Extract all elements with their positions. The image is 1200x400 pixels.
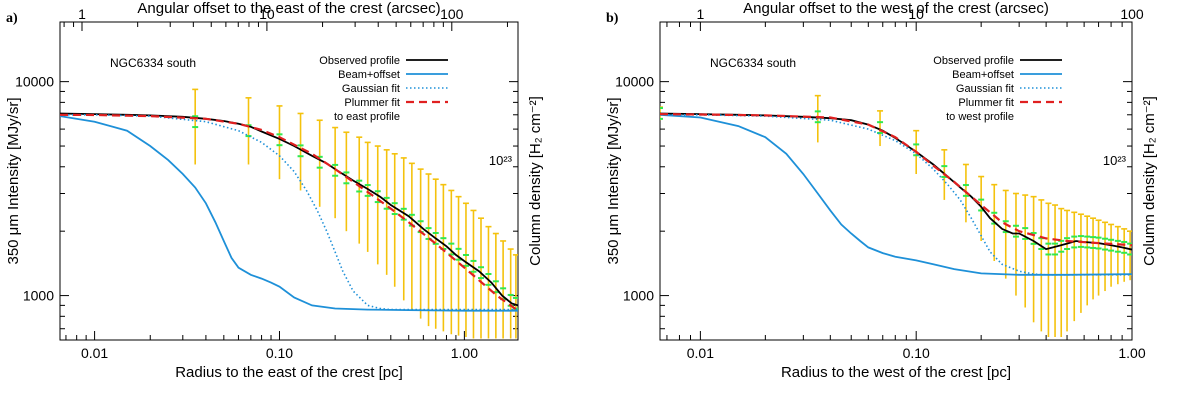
x-axis-label: Radius to the east of the crest [pc] [175,364,403,381]
series-line-gaussian-fit [660,114,1132,276]
x2-tick-label: 10 [908,6,924,22]
x-tick-label: 0.10 [266,345,293,361]
chart-title: NGC6334 south [710,56,796,70]
x2-tick-label: 100 [440,6,464,22]
series-line-observed-profile [60,112,518,307]
legend-entry-label: Gaussian fit [342,83,400,95]
legend-entry-label: Beam+offset [338,69,400,81]
legend-entry-label: Observed profile [319,55,400,67]
series-line-plummer-fit-to-east-profile [60,113,518,312]
x2-axis-label: Angular offset to the east of the crest … [137,0,440,17]
chart-panel-b: b) 0.01 0.10 1.00 1 10 100 1000 10000 10²³ Radius … [605,0,1158,381]
y-axis-label: 350 μm Intensity [MJy/sr] [5,97,22,264]
y2-axis-label: Column density [H₂ cm⁻²] [527,96,544,266]
chart-title: NGC6334 south [110,56,196,70]
x-tick-label: 0.01 [81,345,108,361]
x-tick-label: 0.10 [903,345,930,361]
panel-label: a) [6,11,18,26]
x2-tick-label: 1 [696,6,704,22]
series-line-beam-offset [660,113,1132,276]
y-tick-label: 1000 [623,288,654,304]
legend-entry-label: to east profile [334,111,400,123]
y2-tick-label: 10²³ [1103,153,1127,168]
legend-entry-label: Plummer fit [958,97,1014,109]
plot-area [60,88,518,339]
plot-frame [59,21,519,341]
series-line-plummer-fit-to-west-profile [660,113,1132,247]
plot-area [660,94,1132,338]
y-tick-label: 10000 [15,74,54,90]
legend-entry-label: to west profile [946,111,1014,123]
y-tick-label: 1000 [23,288,54,304]
legend-entry-label: Beam+offset [952,69,1014,81]
y-tick-label: 10000 [615,74,654,90]
x-tick-label: 0.01 [687,345,714,361]
x2-tick-label: 100 [1120,6,1144,22]
panel-label: b) [606,11,619,26]
legend-entry-label: Plummer fit [344,97,400,109]
x2-tick-label: 10 [259,6,275,22]
chart-panel-a: a) 0.01 0.10 1.00 1 10 100 1000 10000 10²³ Radius … [5,0,544,381]
x2-tick-label: 1 [78,6,86,22]
x2-axis-label: Angular offset to the west of the crest … [743,0,1049,17]
legend-entry-label: Observed profile [933,55,1014,67]
series-line-beam-offset [60,115,518,312]
plot-frame [659,21,1133,341]
y-axis-label: 350 μm Intensity [MJy/sr] [605,97,622,264]
series-line-gaussian-fit [60,114,518,311]
x-tick-label: 1.00 [1118,345,1145,361]
y2-axis-label: Column density [H₂ cm⁻²] [1141,96,1158,266]
x-tick-label: 1.00 [451,345,478,361]
x-axis-label: Radius to the west of the crest [pc] [781,364,1011,381]
legend-entry-label: Gaussian fit [956,83,1014,95]
y2-tick-label: 10²³ [489,153,513,168]
